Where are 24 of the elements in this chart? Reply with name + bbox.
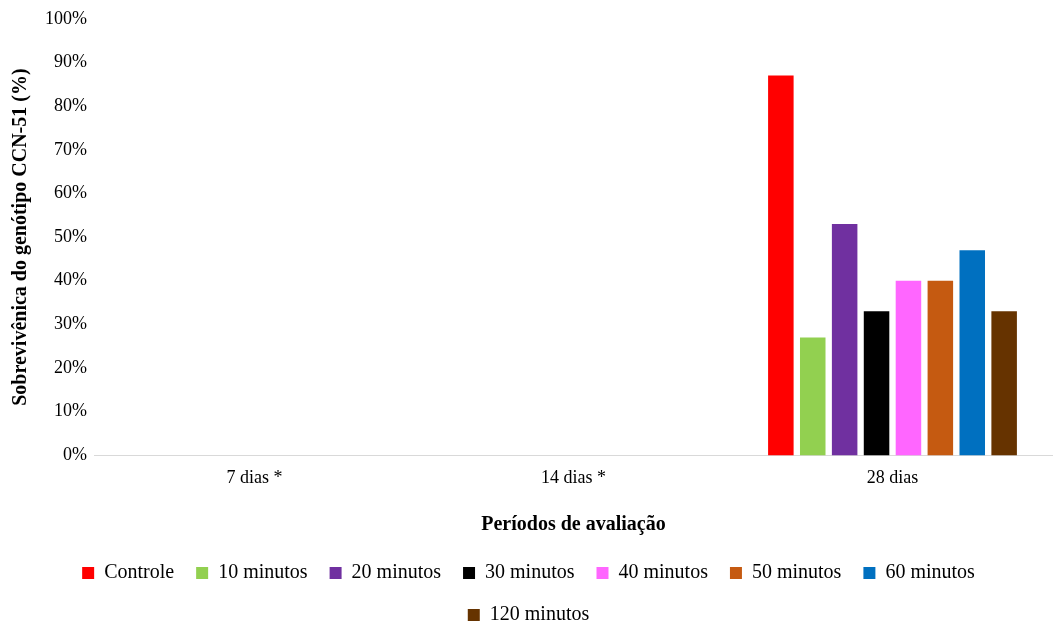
y-tick-label: 80% [53, 94, 87, 115]
legend-label: 120 minutos [489, 602, 590, 625]
y-tick-label: 90% [53, 51, 87, 72]
legend-label: 30 minutos [485, 560, 575, 583]
y-tick-label: 20% [53, 356, 87, 377]
legend-label: 40 minutos [618, 560, 709, 583]
y-tick-label: 0% [62, 444, 87, 465]
legend-label: 20 minutos [351, 560, 442, 583]
x-tick-label: 7 dias * [226, 466, 283, 487]
y-axis-title: Sobrevivênica do genótipo CCN-51 (%) [8, 68, 32, 406]
y-tick-label: 40% [53, 269, 87, 290]
y-tick-label: 10% [53, 400, 87, 421]
y-tick-label: 50% [53, 225, 87, 246]
y-tick-label: 30% [53, 313, 87, 334]
legend-label: Controle [104, 560, 175, 583]
legend-label: 10 minutos [218, 560, 308, 583]
legend-label: 50 minutos [751, 560, 842, 583]
x-tick-label: 28 dias [866, 466, 919, 487]
y-tick-label: 100% [44, 7, 87, 28]
x-axis-title: Períodos de avaliação [481, 512, 666, 536]
x-tick-label: 14 dias * [541, 466, 606, 487]
y-tick-label: 70% [53, 138, 87, 159]
y-tick-label: 60% [53, 182, 87, 203]
legend-label: 60 minutos [885, 560, 976, 583]
